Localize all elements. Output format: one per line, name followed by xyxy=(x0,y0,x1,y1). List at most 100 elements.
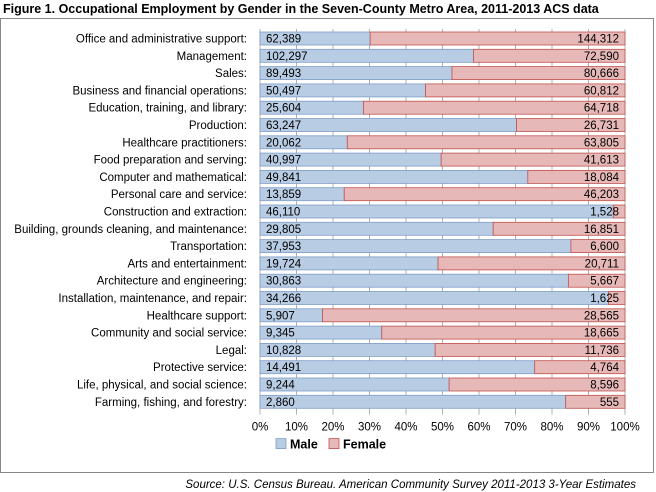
value-label-female: 6,600 xyxy=(590,241,619,253)
x-tick-label: 0% xyxy=(252,422,269,434)
value-label-male: 5,907 xyxy=(266,310,295,322)
chart-title: Figure 1. Occupational Employment by Gen… xyxy=(3,2,599,16)
category-label: Sales: xyxy=(215,68,247,80)
value-label-male: 14,491 xyxy=(266,362,301,374)
bar-male xyxy=(259,239,572,254)
bar-female xyxy=(425,83,626,98)
bar-female xyxy=(440,152,626,167)
bar-female xyxy=(612,204,626,219)
bar-female xyxy=(448,377,626,392)
x-tick-label: 60% xyxy=(467,422,490,434)
category-label: Healthcare support: xyxy=(147,310,247,322)
x-tick-label: 90% xyxy=(577,422,600,434)
value-label-male: 19,724 xyxy=(266,258,302,270)
category-label: Farming, fishing, and forestry: xyxy=(95,397,247,409)
category-label: Production: xyxy=(189,120,247,132)
category-label: Community and social service: xyxy=(91,328,247,340)
value-label-male: 62,389 xyxy=(266,34,301,46)
bar-female xyxy=(492,221,626,236)
value-labels: 62,389 144,312 102,297 72,590 89,493 80,666 50… xyxy=(266,34,620,409)
category-label: Food preparation and serving: xyxy=(94,155,247,167)
x-tick-label: 40% xyxy=(394,422,417,434)
category-label: Transportation: xyxy=(170,241,247,253)
value-label-male: 9,345 xyxy=(266,328,295,340)
value-label-male: 63,247 xyxy=(266,120,301,132)
value-label-female: 4,764 xyxy=(590,362,619,374)
value-label-male: 10,828 xyxy=(266,345,301,357)
category-label: Protective service: xyxy=(153,362,247,374)
legend-swatch-female xyxy=(328,438,340,450)
bar-male xyxy=(259,291,609,305)
value-label-female: 144,312 xyxy=(577,34,619,46)
bar-male xyxy=(259,204,614,219)
value-label-female: 1,528 xyxy=(590,207,619,219)
bar-female xyxy=(473,48,626,63)
value-label-male: 13,859 xyxy=(266,189,301,201)
value-label-female: 41,613 xyxy=(584,155,619,167)
value-label-male: 9,244 xyxy=(266,380,295,392)
bar-female xyxy=(567,273,626,288)
bar-female xyxy=(343,187,626,202)
category-label: Arts and entertainment: xyxy=(127,258,247,270)
category-label: Management: xyxy=(177,51,247,63)
value-label-female: 63,805 xyxy=(584,137,619,149)
value-label-female: 26,731 xyxy=(584,120,619,132)
value-label-female: 46,203 xyxy=(584,189,619,201)
value-label-female: 64,718 xyxy=(584,103,619,115)
value-label-male: 29,805 xyxy=(266,224,301,236)
category-label: Education, training, and library: xyxy=(88,103,247,115)
bar-female xyxy=(516,118,626,132)
value-label-male: 37,953 xyxy=(266,241,301,253)
bar-female xyxy=(363,100,626,115)
category-label: Building, grounds cleaning, and maintena… xyxy=(14,224,247,236)
category-label: Business and financial operations: xyxy=(72,85,247,97)
bar-female xyxy=(527,169,626,184)
value-label-male: 2,860 xyxy=(266,397,295,409)
category-label: Healthcare practitioners: xyxy=(122,137,247,149)
x-tick-label: 70% xyxy=(504,422,527,434)
value-label-male: 20,062 xyxy=(266,137,301,149)
x-tick-label: 50% xyxy=(431,422,454,434)
value-label-female: 60,812 xyxy=(584,85,619,97)
value-label-female: 28,565 xyxy=(584,310,619,322)
bar-female xyxy=(570,239,626,254)
legend-label-female: Female xyxy=(343,438,386,452)
bar-female xyxy=(381,325,626,340)
value-label-female: 1,625 xyxy=(590,293,619,305)
category-label: Life, physical, and social science: xyxy=(77,380,247,392)
value-label-female: 80,666 xyxy=(584,68,619,80)
x-tick-label: 80% xyxy=(540,422,563,434)
x-tick-label: 100% xyxy=(610,422,639,434)
bar-female xyxy=(346,135,626,150)
value-label-male: 50,497 xyxy=(266,85,301,97)
value-label-female: 8,596 xyxy=(590,380,619,392)
category-label: Personal care and service: xyxy=(111,189,247,201)
value-label-male: 49,841 xyxy=(266,172,301,184)
value-label-female: 5,667 xyxy=(590,276,619,288)
bar-female xyxy=(369,31,626,46)
bar-female xyxy=(322,308,626,323)
value-label-male: 40,997 xyxy=(266,155,301,167)
bar-chart: Office and administrative support: Manage… xyxy=(14,29,640,452)
category-labels: Office and administrative support: Manage… xyxy=(14,34,247,409)
category-label: Installation, maintenance, and repair: xyxy=(58,293,247,305)
bar-female xyxy=(434,342,626,357)
x-tick-label: 30% xyxy=(358,422,381,434)
value-label-male: 46,110 xyxy=(266,207,300,219)
value-label-female: 18,084 xyxy=(584,172,620,184)
category-label: Construction and extraction: xyxy=(104,207,247,219)
bar-female xyxy=(534,360,626,375)
value-label-male: 89,493 xyxy=(266,68,301,80)
category-label: Computer and mathematical: xyxy=(99,172,247,184)
value-label-female: 18,665 xyxy=(584,328,619,340)
x-axis-ticks: 0% 10% 20% 30% 40% 50% 60% 70% 80% 90% 100% xyxy=(252,422,640,434)
chart-frame: Office and administrative support: Manage… xyxy=(0,18,654,473)
bars xyxy=(259,31,626,409)
category-label: Office and administrative support: xyxy=(76,34,247,46)
category-label: Architecture and engineering: xyxy=(97,276,247,288)
bar-female xyxy=(608,291,626,305)
value-label-male: 34,266 xyxy=(266,293,301,305)
value-label-female: 16,851 xyxy=(584,224,619,236)
bar-female xyxy=(451,66,626,80)
value-label-female: 20,711 xyxy=(585,258,619,270)
